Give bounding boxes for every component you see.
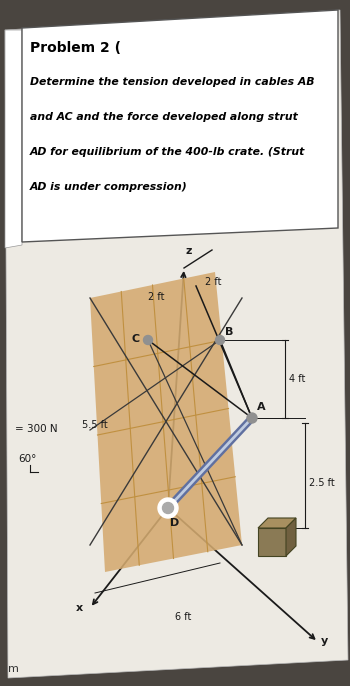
- Text: B: B: [225, 327, 233, 337]
- Polygon shape: [90, 272, 242, 572]
- Circle shape: [158, 498, 178, 518]
- Text: 60°: 60°: [18, 454, 36, 464]
- Circle shape: [216, 335, 224, 344]
- Text: 2 ft: 2 ft: [148, 292, 164, 302]
- Text: AD for equilibrium of the 400-lb crate. (Strut: AD for equilibrium of the 400-lb crate. …: [30, 147, 305, 157]
- Text: 2 ft: 2 ft: [205, 277, 222, 287]
- Text: Determine the tension developed in cables AB: Determine the tension developed in cable…: [30, 77, 315, 87]
- Circle shape: [144, 335, 153, 344]
- Polygon shape: [5, 30, 22, 248]
- Text: y: y: [321, 636, 328, 646]
- Text: C: C: [132, 334, 140, 344]
- Polygon shape: [258, 528, 286, 556]
- Text: A: A: [257, 402, 266, 412]
- Polygon shape: [286, 518, 296, 556]
- Text: = 300 N: = 300 N: [15, 424, 58, 434]
- Polygon shape: [5, 10, 348, 678]
- Text: 6 ft: 6 ft: [175, 612, 191, 622]
- Text: 5.5 ft: 5.5 ft: [82, 420, 108, 430]
- Text: m: m: [8, 664, 19, 674]
- Text: 2.5 ft: 2.5 ft: [309, 478, 335, 488]
- Text: Problem 2 (: Problem 2 (: [30, 41, 121, 55]
- Text: z: z: [186, 246, 193, 256]
- Text: x: x: [76, 603, 83, 613]
- Text: and AC and the force developed along strut: and AC and the force developed along str…: [30, 112, 298, 122]
- Polygon shape: [258, 518, 296, 528]
- Polygon shape: [22, 10, 338, 242]
- Text: D: D: [170, 518, 179, 528]
- Text: 4 ft: 4 ft: [289, 374, 305, 384]
- Text: AD is under compression): AD is under compression): [30, 182, 188, 192]
- Circle shape: [162, 503, 174, 514]
- Circle shape: [247, 413, 257, 423]
